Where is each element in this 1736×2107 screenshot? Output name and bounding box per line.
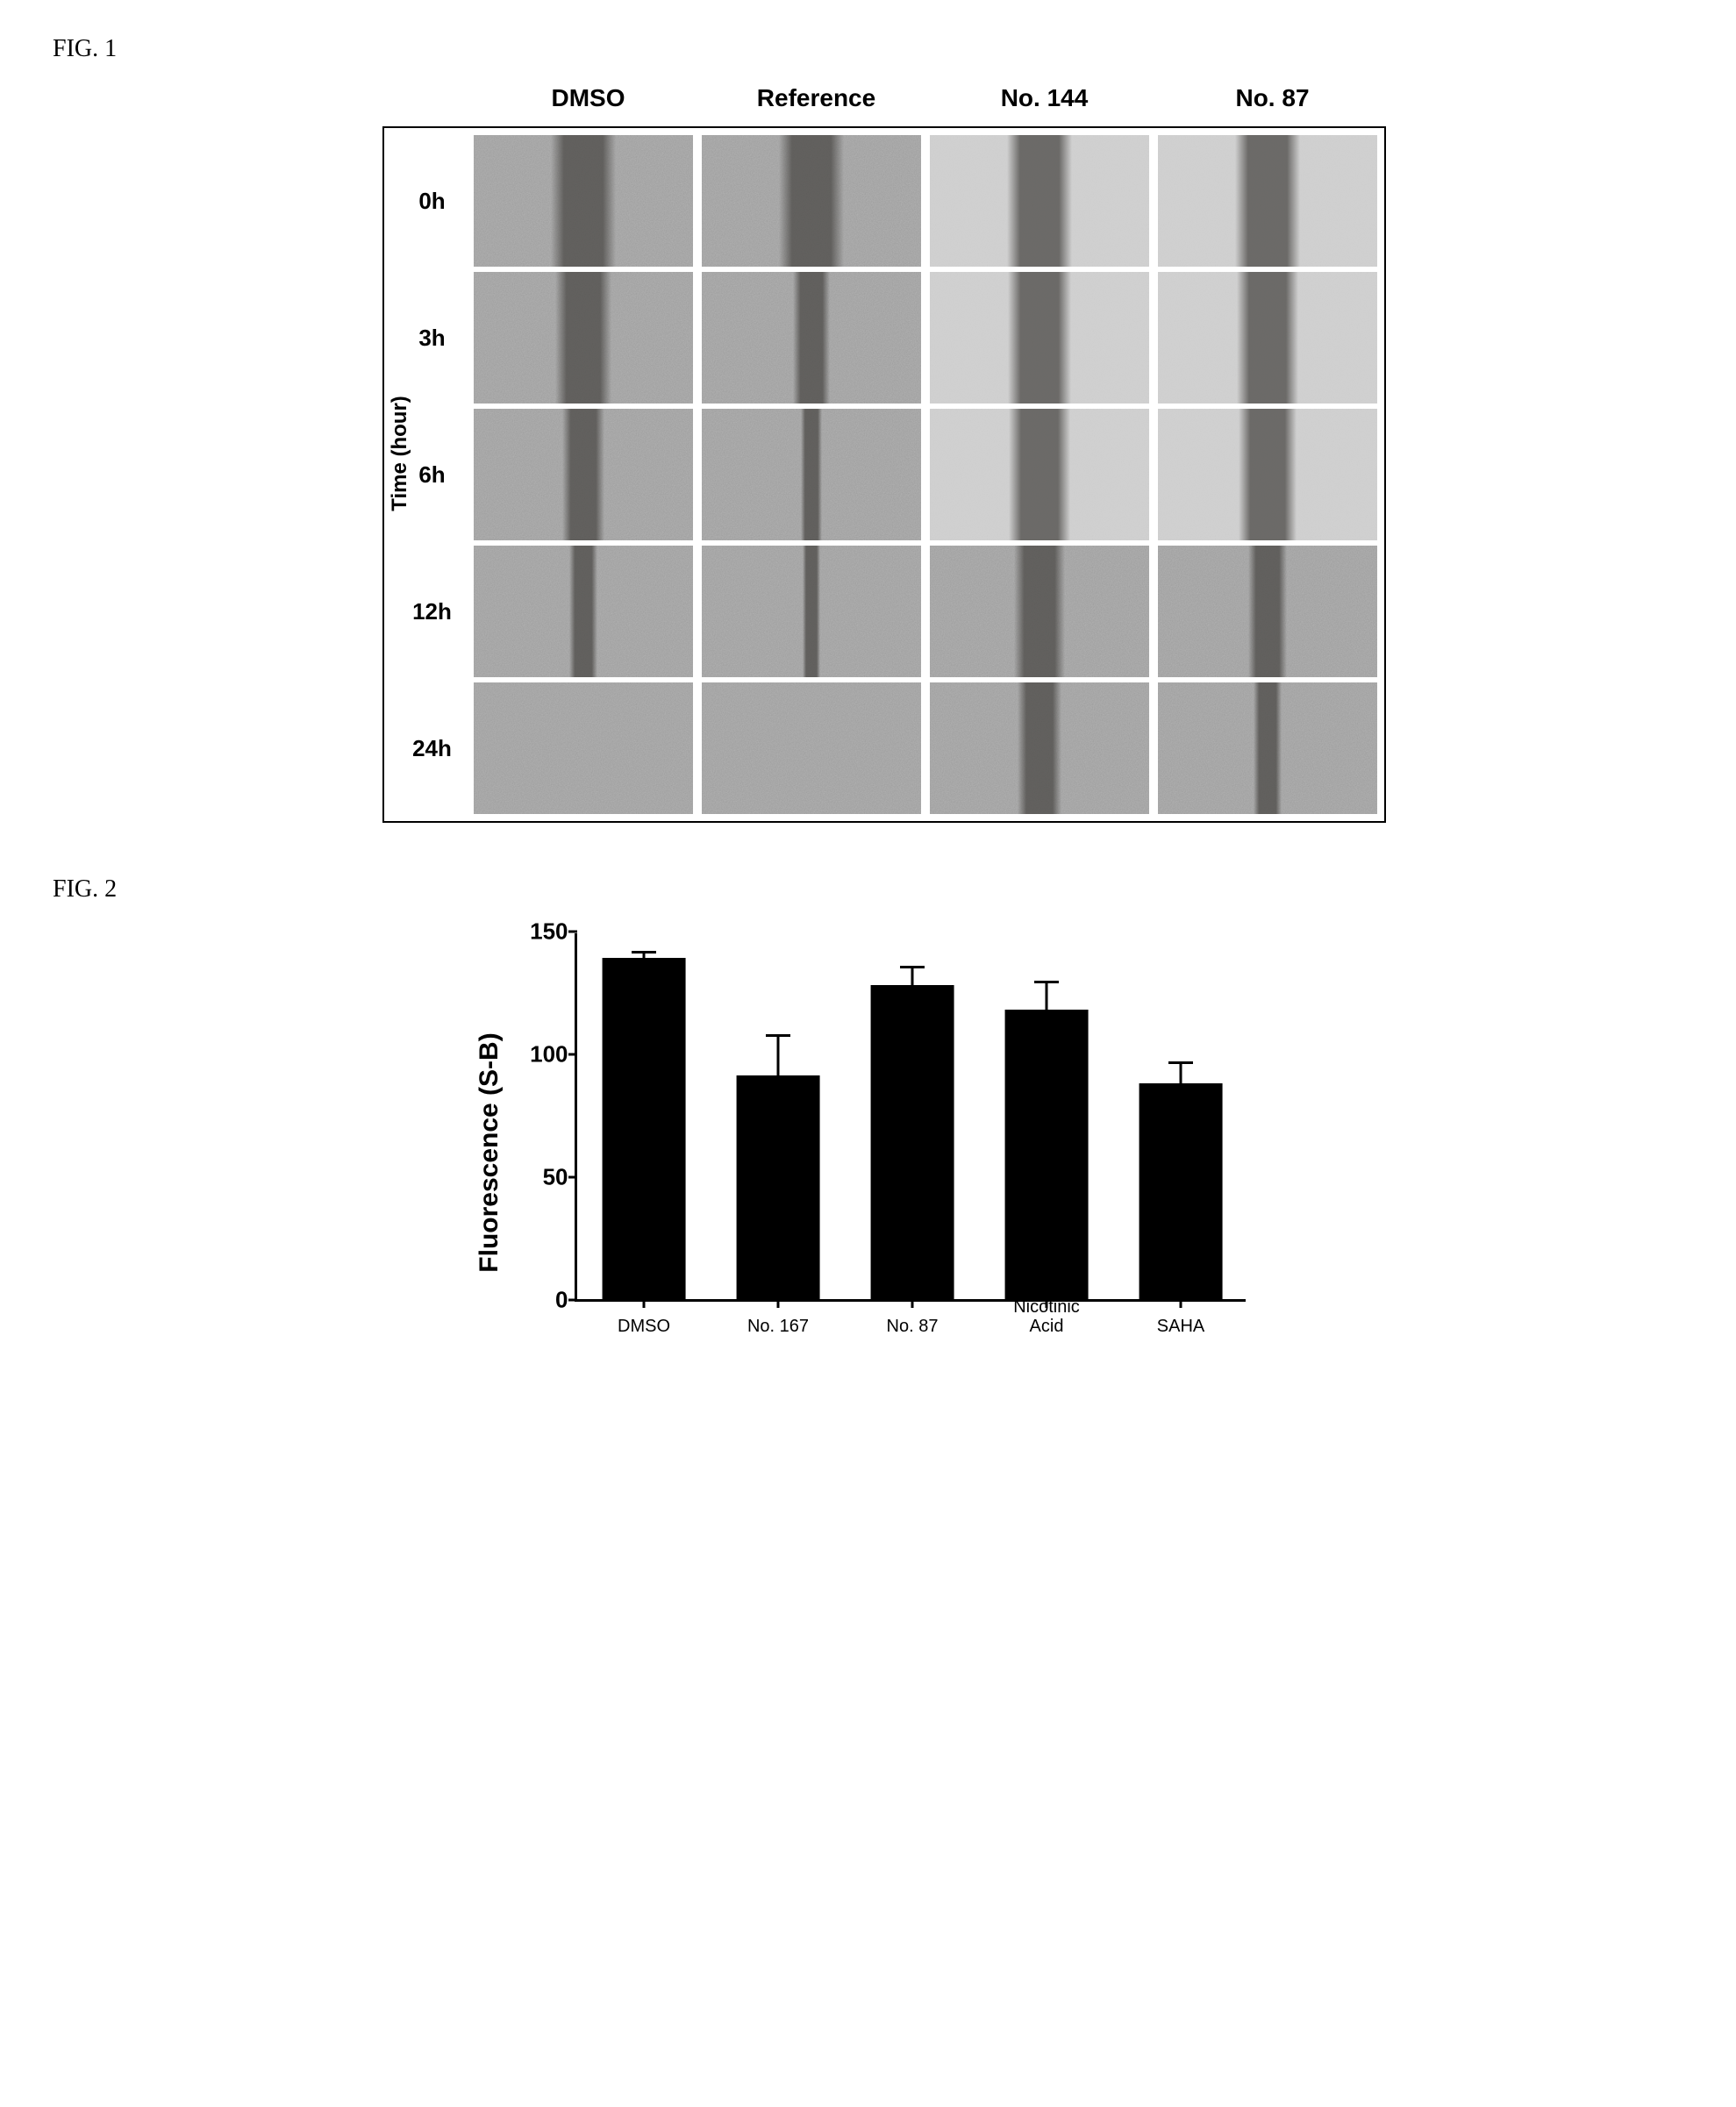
col-header-2: No. 144 (935, 84, 1154, 112)
scratch-gap (779, 135, 844, 267)
micrograph-cell (930, 135, 1149, 267)
micrograph-cell (474, 272, 693, 404)
col-header-3: No. 87 (1163, 84, 1382, 112)
figure-2-y-axis-label: Fluorescence (S-B) (475, 1032, 504, 1272)
scratch-gap (803, 546, 820, 677)
figure-1-row-label: 24h (391, 735, 474, 762)
bar (871, 985, 954, 1299)
y-tick-label: 0 (526, 1287, 568, 1314)
micrograph-cell (474, 546, 693, 677)
figure-1-row: 12h (391, 546, 1377, 677)
micrograph-cell (930, 682, 1149, 814)
bar (603, 958, 686, 1299)
scratch-gap (793, 272, 830, 404)
micrograph-cell (1158, 409, 1377, 540)
figure-1-panel: 0h 3h 6h 12h 24h (382, 126, 1386, 823)
figure-1-wrap: DMSO Reference No. 144 No. 87 Time (hour… (53, 84, 1683, 823)
micrograph-cell (1158, 135, 1377, 267)
micrograph-cell (1158, 682, 1377, 814)
x-tick-label: SAHA (1157, 1317, 1204, 1336)
y-tick-mark (568, 1176, 577, 1179)
micrograph-cell (1158, 546, 1377, 677)
y-tick-mark (568, 1054, 577, 1056)
bar (737, 1075, 820, 1299)
x-tick-label: No. 167 (747, 1317, 809, 1336)
scratch-gap (1248, 546, 1287, 677)
scratch-gap (1235, 135, 1300, 267)
y-tick-label: 150 (526, 918, 568, 946)
y-tick-label: 100 (526, 1041, 568, 1068)
error-bar-stem (911, 968, 914, 985)
micrograph-cell (474, 682, 693, 814)
micrograph-cell (702, 546, 921, 677)
scratch-gap (551, 135, 616, 267)
error-bar-stem (777, 1036, 780, 1075)
figure-1-row: 6h (391, 409, 1377, 540)
figure-2-label: FIG. 2 (53, 875, 1683, 904)
micrograph-cell (474, 409, 693, 540)
figure-2: FIG. 2 Fluorescence (S-B) 050100150DMSON… (53, 875, 1683, 1381)
x-tick-mark (777, 1299, 780, 1308)
x-tick-label: DMSO (618, 1317, 670, 1336)
x-tick-label: No. 87 (887, 1317, 939, 1336)
figure-1-row: 24h (391, 682, 1377, 814)
micrograph-cell (702, 135, 921, 267)
micrograph-cell (930, 272, 1149, 404)
micrograph-cell (930, 546, 1149, 677)
figure-1-container: DMSO Reference No. 144 No. 87 Time (hour… (351, 84, 1386, 823)
scratch-gap (1018, 682, 1061, 814)
scratch-gap (1008, 272, 1071, 404)
error-bar-cap (1034, 981, 1059, 983)
bar (1139, 1083, 1223, 1299)
error-bar-stem (1180, 1063, 1182, 1082)
scratch-gap (562, 409, 604, 540)
micrograph-cell (702, 682, 921, 814)
figure-1: FIG. 1 DMSO Reference No. 144 No. 87 Tim… (53, 35, 1683, 823)
y-tick-label: 50 (526, 1164, 568, 1191)
micrograph-cell (702, 409, 921, 540)
scratch-gap (1254, 682, 1282, 814)
y-tick-mark (568, 931, 577, 933)
micrograph-cell (474, 135, 693, 267)
x-tick-label: NicotinicAcid (1013, 1297, 1080, 1336)
figure-1-row-label: 12h (391, 598, 474, 625)
micrograph-cell (930, 409, 1149, 540)
scratch-gap (1239, 409, 1297, 540)
figure-1-row: 3h (391, 272, 1377, 404)
bar (1005, 1010, 1089, 1299)
error-bar-cap (766, 1034, 790, 1037)
x-tick-mark (911, 1299, 914, 1308)
scratch-gap (1007, 135, 1072, 267)
micrograph-bg (702, 682, 921, 814)
micrograph-cell (702, 272, 921, 404)
error-bar-cap (1168, 1061, 1193, 1064)
scratch-gap (801, 409, 822, 540)
figure-1-row-label: 0h (391, 188, 474, 215)
col-header-1: Reference (707, 84, 926, 112)
scratch-gap (1009, 409, 1070, 540)
figure-2-wrap: Fluorescence (S-B) 050100150DMSONo. 167N… (53, 925, 1683, 1381)
figure-2-chart: Fluorescence (S-B) 050100150DMSONo. 167N… (474, 925, 1263, 1381)
x-tick-mark (1180, 1299, 1182, 1308)
scratch-gap (569, 546, 597, 677)
figure-1-col-headers: DMSO Reference No. 144 No. 87 (382, 84, 1391, 112)
col-header-0: DMSO (479, 84, 698, 112)
micrograph-cell (1158, 272, 1377, 404)
scratch-gap (555, 272, 611, 404)
error-bar-cap (900, 966, 925, 968)
error-bar-stem (1046, 982, 1048, 1010)
figure-1-label: FIG. 1 (53, 35, 1683, 63)
figure-1-row-label: 3h (391, 325, 474, 352)
scratch-gap (1014, 546, 1065, 677)
figure-1-row: 0h (391, 135, 1377, 267)
error-bar-cap (632, 951, 656, 954)
x-tick-mark (643, 1299, 646, 1308)
y-tick-mark (568, 1299, 577, 1302)
col-header-spacer (382, 84, 479, 112)
figure-2-plot: 050100150DMSONo. 167No. 87NicotinicAcidS… (575, 933, 1246, 1302)
scratch-gap (1237, 272, 1298, 404)
figure-1-y-axis-label: Time (hour) (387, 396, 411, 511)
micrograph-bg (474, 682, 693, 814)
